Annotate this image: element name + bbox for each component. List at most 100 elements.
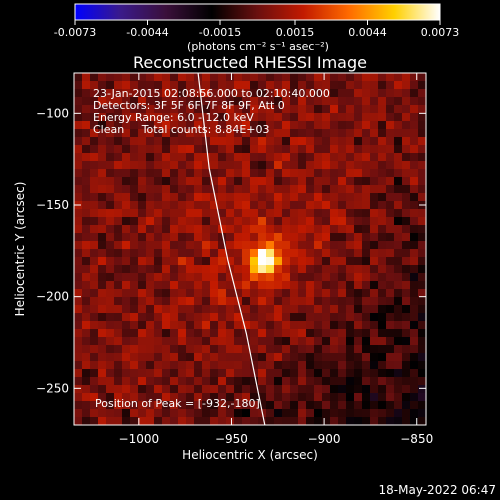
heatmap-cell <box>210 89 219 98</box>
heatmap-cell <box>90 289 99 298</box>
heatmap-cell <box>274 337 283 346</box>
heatmap-cell <box>226 329 235 338</box>
heatmap-cell <box>290 313 299 322</box>
heatmap-cell <box>250 289 259 298</box>
heatmap-cell <box>234 305 243 314</box>
heatmap-cell <box>298 97 307 106</box>
heatmap-cell <box>146 345 155 354</box>
heatmap-cell <box>82 201 91 210</box>
heatmap-cell <box>178 401 187 410</box>
heatmap-cell <box>258 113 267 122</box>
heatmap-cell <box>210 393 219 402</box>
heatmap-cell <box>290 321 299 330</box>
heatmap-cell <box>130 193 139 202</box>
heatmap-cell <box>130 233 139 242</box>
heatmap-cell <box>154 273 163 282</box>
heatmap-cell <box>258 345 267 354</box>
heatmap-cell <box>402 273 411 282</box>
heatmap-cell <box>242 153 251 162</box>
heatmap-cell <box>410 201 419 210</box>
heatmap-cell <box>194 81 203 90</box>
heatmap-cell <box>170 265 179 274</box>
heatmap-cell <box>194 209 203 218</box>
heatmap-cell <box>226 209 235 218</box>
heatmap-cell <box>186 249 195 258</box>
heatmap-cell <box>258 177 267 186</box>
heatmap-cell <box>194 233 203 242</box>
heatmap-cell <box>242 193 251 202</box>
heatmap-cell <box>178 145 187 154</box>
heatmap-cell <box>162 377 171 386</box>
heatmap-cell <box>402 401 411 410</box>
heatmap-cell <box>418 121 426 130</box>
heatmap-cell <box>298 129 307 138</box>
heatmap-cell <box>410 409 419 418</box>
heatmap-cell <box>106 233 115 242</box>
heatmap-cell <box>290 145 299 154</box>
heatmap-cell <box>346 209 355 218</box>
heatmap-cell <box>114 201 123 210</box>
heatmap-cell <box>82 105 91 114</box>
heatmap-cell <box>354 81 363 90</box>
heatmap-cell <box>114 321 123 330</box>
heatmap-cell <box>386 169 395 178</box>
heatmap-cell <box>370 257 379 266</box>
heatmap-cell <box>338 249 347 258</box>
heatmap-cell <box>202 329 211 338</box>
heatmap-cell <box>106 177 115 186</box>
heatmap-cell <box>98 313 107 322</box>
heatmap-cell <box>258 369 267 378</box>
heatmap-cell <box>242 225 251 234</box>
heatmap-cell <box>362 361 371 370</box>
heatmap-cell <box>130 329 139 338</box>
heatmap-cell <box>74 225 83 234</box>
heatmap-cell <box>154 297 163 306</box>
heatmap-cell <box>146 217 155 226</box>
heatmap-cell <box>314 417 323 425</box>
heatmap-cell <box>386 361 395 370</box>
x-tick-label: −1000 <box>119 432 160 446</box>
heatmap-cell <box>210 169 219 178</box>
heatmap-cell <box>338 273 347 282</box>
heatmap-cell <box>386 409 395 418</box>
heatmap-cell <box>242 81 251 90</box>
heatmap-cell <box>282 257 291 266</box>
heatmap-cell <box>178 393 187 402</box>
heatmap-cell <box>346 145 355 154</box>
heatmap-cell <box>314 393 323 402</box>
heatmap-cell <box>250 353 259 362</box>
heatmap-cell <box>170 121 179 130</box>
heatmap-cell <box>338 185 347 194</box>
heatmap-cell <box>114 377 123 386</box>
heatmap-cell <box>130 385 139 394</box>
heatmap-cell <box>106 305 115 314</box>
heatmap-cell <box>370 209 379 218</box>
heatmap-cell <box>154 97 163 106</box>
heatmap-cell <box>370 113 379 122</box>
heatmap-cell <box>218 201 227 210</box>
heatmap-cell <box>162 145 171 154</box>
heatmap-cell <box>74 121 83 130</box>
heatmap-cell <box>298 409 307 418</box>
heatmap-cell <box>114 353 123 362</box>
heatmap-cell <box>418 81 426 90</box>
heatmap-cell <box>202 305 211 314</box>
heatmap-cell <box>346 337 355 346</box>
heatmap-cell <box>338 217 347 226</box>
heatmap-cell <box>282 121 291 130</box>
heatmap-cell <box>90 129 99 138</box>
heatmap-cell <box>162 169 171 178</box>
heatmap-cell <box>402 121 411 130</box>
heatmap-cell <box>338 233 347 242</box>
heatmap-cell <box>402 105 411 114</box>
heatmap-cell <box>170 273 179 282</box>
heatmap-cell <box>202 393 211 402</box>
heatmap-cell <box>378 97 387 106</box>
heatmap-cell <box>306 201 315 210</box>
heatmap-cell <box>418 281 426 290</box>
heatmap-cell <box>258 97 267 106</box>
heatmap-cell <box>98 385 107 394</box>
heatmap-cell <box>322 337 331 346</box>
heatmap-cell <box>130 393 139 402</box>
heatmap-cell <box>210 177 219 186</box>
